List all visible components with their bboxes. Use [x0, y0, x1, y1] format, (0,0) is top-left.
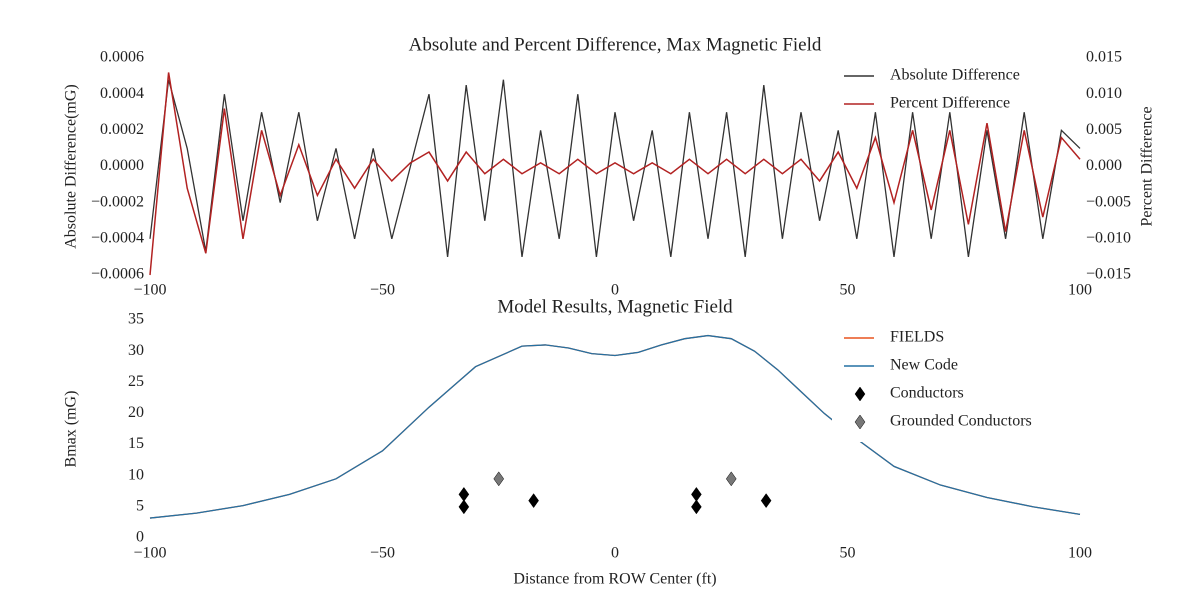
- x-tick-label: 0: [611, 282, 619, 299]
- conductor-marker: [691, 486, 702, 502]
- y-tick-label: 15: [128, 435, 144, 452]
- conductor-marker: [528, 493, 539, 509]
- y2-tick-label: −0.010: [1086, 230, 1131, 247]
- y-tick-label: 0: [136, 529, 144, 546]
- y-tick-label: 30: [128, 342, 144, 359]
- legend-label: New Code: [890, 357, 958, 374]
- y-tick-label: 20: [128, 404, 144, 421]
- y-tick-label: 0.0004: [100, 85, 144, 102]
- y2-tick-label: 0.005: [1086, 121, 1122, 138]
- series-line: [149, 334, 1081, 519]
- legend-marker: [854, 386, 866, 402]
- y-tick-label: 0.0002: [100, 121, 144, 138]
- conductor-marker: [493, 471, 505, 487]
- conductor-marker: [760, 493, 772, 509]
- conductor-marker: [458, 486, 470, 502]
- y-tick-label: 0.0000: [100, 157, 144, 174]
- legend-label: Absolute Difference: [890, 67, 1020, 84]
- x-tick-label: 100: [1068, 282, 1092, 299]
- chart-title: Model Results, Magnetic Field: [497, 296, 733, 317]
- series-line: [149, 79, 1081, 258]
- y-tick-label: 35: [128, 311, 144, 328]
- conductor-marker: [691, 499, 702, 515]
- y2-tick-label: 0.000: [1086, 157, 1122, 174]
- legend-box: [832, 322, 1082, 442]
- x-tick-label: −100: [133, 282, 166, 299]
- legend-label: Conductors: [890, 385, 964, 402]
- legend-marker: [854, 414, 866, 430]
- y-axis-label: Absolute Difference(mG): [63, 84, 80, 249]
- legend-label: Grounded Conductors: [890, 413, 1032, 430]
- y2-tick-label: 0.015: [1086, 49, 1122, 66]
- y-tick-label: −0.0002: [91, 193, 144, 210]
- y2-tick-label: −0.015: [1086, 266, 1131, 283]
- y-tick-label: 5: [136, 498, 144, 515]
- chart-title: Absolute and Percent Difference, Max Mag…: [409, 34, 822, 55]
- x-tick-label: −50: [370, 545, 395, 562]
- y2-tick-label: −0.005: [1086, 193, 1131, 210]
- y2-axis-label: Percent Difference: [1139, 106, 1156, 226]
- x-tick-label: 100: [1068, 545, 1092, 562]
- y2-tick-label: 0.010: [1086, 85, 1122, 102]
- y-tick-label: −0.0006: [91, 266, 144, 283]
- conductor-marker: [725, 471, 737, 487]
- x-tick-label: 50: [840, 545, 856, 562]
- x-axis-label: Distance from ROW Center (ft): [513, 571, 716, 588]
- y-tick-label: 25: [128, 373, 144, 390]
- x-tick-label: 0: [611, 545, 619, 562]
- x-tick-label: −50: [370, 282, 395, 299]
- legend-label: FIELDS: [890, 329, 944, 346]
- x-tick-label: 50: [840, 282, 856, 299]
- legend-label: Percent Difference: [890, 95, 1010, 112]
- y-tick-label: 10: [128, 466, 144, 483]
- conductor-marker: [458, 499, 470, 515]
- y-tick-label: −0.0004: [91, 230, 144, 247]
- y-axis-label: Bmax (mG): [63, 391, 80, 468]
- y-tick-label: 0.0006: [100, 49, 144, 66]
- series-line: [149, 72, 1081, 276]
- x-tick-label: −100: [133, 545, 166, 562]
